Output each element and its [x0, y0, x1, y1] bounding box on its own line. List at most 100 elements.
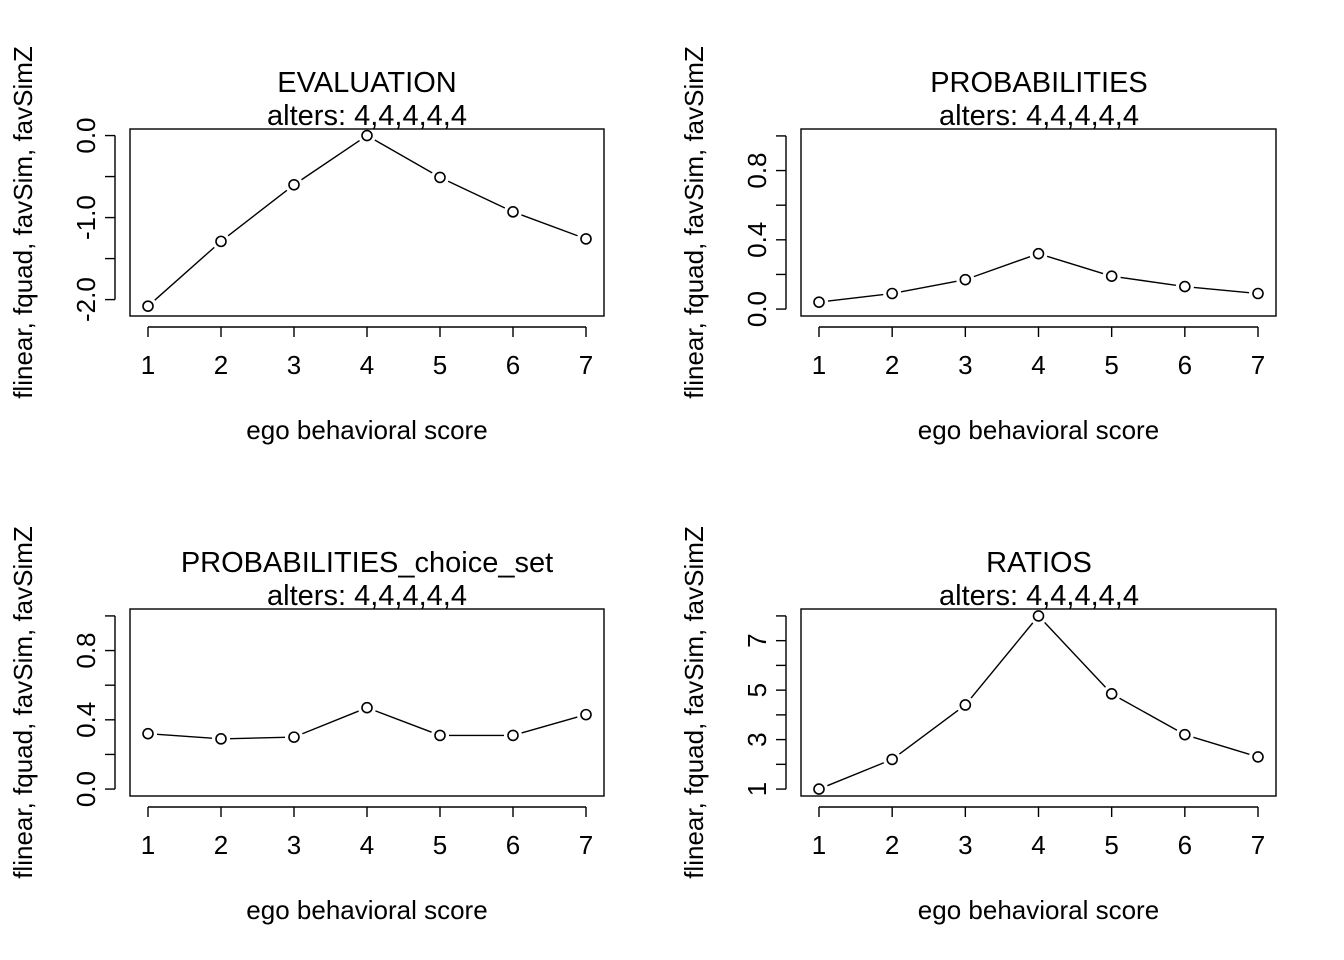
x-tick-label: 5: [1104, 830, 1118, 860]
y-tick-label: 5: [742, 683, 772, 697]
x-axis-label: ego behavioral score: [246, 415, 487, 445]
x-tick-label: 4: [1031, 350, 1045, 380]
y-tick-label: 0.8: [71, 632, 101, 668]
x-tick-label: 1: [141, 830, 155, 860]
y-tick-label: 1: [742, 782, 772, 796]
data-point: [1105, 270, 1118, 282]
x-tick-label: 2: [214, 830, 228, 860]
data-point: [507, 729, 519, 742]
series-line-segment: [227, 189, 288, 237]
chart-subtitle: alters: 4,4,4,4,4: [267, 580, 467, 612]
series-line-segment: [970, 622, 1034, 699]
x-tick-label: 6: [506, 350, 520, 380]
x-tick-label: 6: [506, 830, 520, 860]
x-tick-label: 5: [1104, 350, 1118, 380]
plot-frame: [800, 128, 1277, 317]
series-line-segment: [521, 214, 578, 237]
x-tick-label: 7: [1251, 350, 1265, 380]
x-tick-label: 4: [360, 350, 374, 380]
x-tick-label: 1: [141, 350, 155, 380]
series-line-segment: [973, 256, 1031, 278]
x-tick-label: 5: [433, 350, 447, 380]
series-line-segment: [375, 710, 432, 733]
x-tick-label: 1: [812, 350, 826, 380]
y-tick-label: 0.4: [71, 702, 101, 738]
series-line-segment: [156, 733, 213, 739]
data-point: [959, 699, 972, 711]
data-point: [1252, 751, 1264, 763]
series-line-segment: [447, 180, 506, 209]
x-axis-label: ego behavioral score: [246, 895, 487, 925]
x-tick-label: 7: [1251, 830, 1265, 860]
x-tick-label: 2: [885, 830, 899, 860]
data-point: [580, 708, 592, 721]
y-axis-label: flinear, fquad, favSim, favSimZ: [679, 46, 709, 399]
y-tick-label: 0.4: [742, 222, 772, 258]
data-point: [361, 129, 373, 142]
plot-frame: [129, 608, 605, 797]
x-tick-label: 6: [1178, 830, 1192, 860]
series-line-segment: [374, 139, 433, 174]
series-line-segment: [229, 736, 286, 740]
series-line-segment: [521, 716, 578, 734]
data-point: [215, 235, 227, 248]
data-point: [507, 206, 519, 218]
x-tick-label: 7: [579, 830, 593, 860]
data-point: [288, 731, 300, 743]
x-tick-label: 1: [812, 830, 826, 860]
series-line-segment: [1193, 286, 1250, 294]
y-tick-label: 0.0: [742, 291, 772, 327]
y-tick-label: 3: [742, 732, 772, 746]
x-tick-label: 6: [1178, 350, 1192, 380]
data-point: [1032, 610, 1045, 622]
x-tick-label: 4: [360, 830, 374, 860]
chart-title: RATIOS: [986, 547, 1092, 579]
y-tick-label: -2.0: [71, 277, 101, 322]
chart-title: PROBABILITIES_choice_set: [181, 547, 553, 579]
x-tick-label: 7: [579, 350, 593, 380]
x-axis-label: ego behavioral score: [918, 895, 1159, 925]
series-line-segment: [1046, 255, 1104, 275]
x-tick-label: 3: [287, 350, 301, 380]
data-point: [434, 729, 446, 742]
series-line-segment: [301, 140, 360, 181]
chart-title: PROBABILITIES: [930, 67, 1148, 99]
plot-frame: [129, 128, 605, 317]
y-tick-label: 0.8: [742, 152, 772, 188]
y-axis-label: flinear, fquad, favSim, favSimZ: [8, 46, 38, 399]
data-point: [142, 300, 154, 312]
series-line-segment: [900, 280, 957, 293]
data-point: [886, 287, 898, 300]
data-point: [813, 296, 825, 308]
series-line-segment: [302, 710, 359, 735]
plot-frame: [800, 608, 1277, 797]
series-line-segment: [1044, 622, 1107, 688]
data-point: [1032, 247, 1045, 260]
data-point: [1179, 728, 1191, 741]
data-point: [434, 171, 446, 184]
x-tick-label: 3: [958, 830, 972, 860]
x-tick-label: 2: [214, 350, 228, 380]
data-point: [813, 783, 825, 795]
x-tick-label: 4: [1031, 830, 1045, 860]
data-point: [1105, 688, 1118, 700]
y-tick-label: -1.0: [71, 195, 101, 240]
x-tick-label: 2: [885, 350, 899, 380]
series-line-segment: [1193, 736, 1250, 755]
x-axis-label: ego behavioral score: [918, 415, 1159, 445]
data-point: [1252, 287, 1264, 300]
x-tick-label: 5: [433, 830, 447, 860]
y-tick-label: 7: [742, 633, 772, 647]
series-line-segment: [154, 246, 215, 301]
chart-subtitle: alters: 4,4,4,4,4: [939, 100, 1139, 132]
chart-subtitle: alters: 4,4,4,4,4: [939, 580, 1139, 612]
data-point: [142, 727, 154, 740]
data-point: [215, 733, 227, 745]
x-tick-label: 3: [958, 350, 972, 380]
data-point: [580, 233, 592, 245]
x-tick-label: 3: [287, 830, 301, 860]
